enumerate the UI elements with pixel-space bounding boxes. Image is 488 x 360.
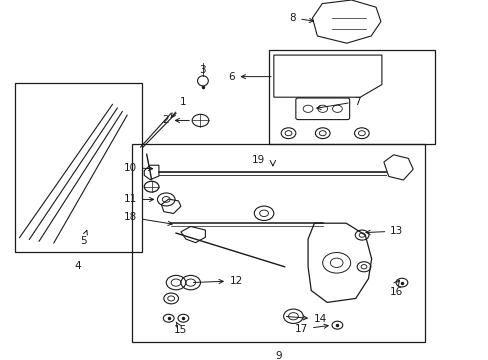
Text: 1: 1	[171, 98, 186, 117]
Text: 17: 17	[294, 324, 327, 334]
Text: 9: 9	[275, 351, 282, 360]
Text: 7: 7	[316, 96, 360, 109]
Text: 12: 12	[193, 276, 243, 286]
Text: 3: 3	[199, 65, 206, 75]
Text: 2: 2	[162, 116, 189, 125]
Text: 13: 13	[365, 226, 403, 236]
Text: 5: 5	[80, 230, 87, 246]
Bar	[132, 144, 425, 342]
Text: 8: 8	[289, 13, 313, 23]
Text: 4: 4	[75, 261, 81, 271]
Bar	[15, 83, 142, 252]
Text: 19: 19	[251, 155, 264, 165]
Text: 14: 14	[286, 314, 326, 324]
Text: 10: 10	[123, 163, 152, 173]
Text: 15: 15	[174, 322, 187, 335]
Text: 16: 16	[388, 287, 402, 297]
Bar	[268, 50, 434, 144]
Text: 11: 11	[123, 194, 153, 204]
Text: 6: 6	[227, 72, 270, 82]
Text: 18: 18	[123, 212, 172, 225]
